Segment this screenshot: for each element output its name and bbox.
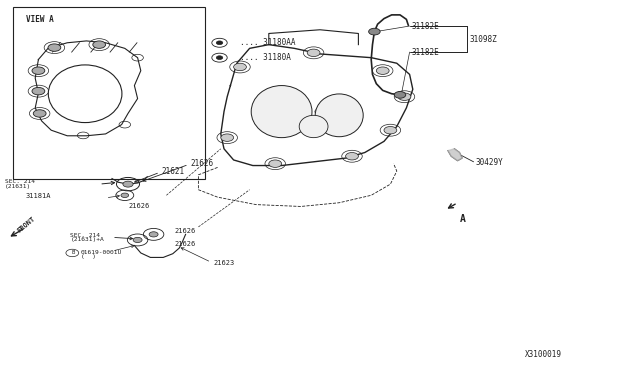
- Circle shape: [93, 41, 106, 48]
- Circle shape: [32, 67, 45, 74]
- Circle shape: [149, 232, 158, 237]
- Text: 31098Z: 31098Z: [469, 35, 497, 44]
- Text: 30429Y: 30429Y: [476, 158, 503, 167]
- Text: .... 31180AA: .... 31180AA: [240, 38, 296, 47]
- Circle shape: [394, 92, 406, 98]
- Text: 01619-0001U: 01619-0001U: [81, 250, 122, 255]
- Circle shape: [346, 153, 358, 160]
- Text: 21626: 21626: [191, 159, 214, 168]
- Circle shape: [32, 87, 45, 95]
- Circle shape: [216, 56, 223, 60]
- Text: .... 31180A: .... 31180A: [240, 53, 291, 62]
- Circle shape: [221, 134, 234, 141]
- Circle shape: [376, 67, 389, 74]
- Text: SEC. 214: SEC. 214: [70, 232, 100, 238]
- Text: X3100019: X3100019: [525, 350, 562, 359]
- Circle shape: [121, 193, 129, 198]
- Text: B: B: [72, 250, 76, 256]
- Text: VIEW A: VIEW A: [26, 15, 53, 24]
- Circle shape: [133, 237, 142, 243]
- Text: (21631): (21631): [5, 183, 31, 189]
- Circle shape: [384, 126, 397, 134]
- Text: 21626: 21626: [174, 228, 195, 234]
- Circle shape: [123, 181, 133, 187]
- Ellipse shape: [300, 115, 328, 138]
- Bar: [13, 7, 205, 179]
- Polygon shape: [448, 149, 462, 161]
- Ellipse shape: [252, 86, 312, 138]
- Circle shape: [398, 93, 411, 100]
- Text: SEC. 214: SEC. 214: [5, 179, 35, 184]
- Text: 21623: 21623: [213, 260, 234, 266]
- Circle shape: [216, 41, 223, 45]
- Text: 21626: 21626: [128, 203, 149, 209]
- Circle shape: [48, 44, 61, 51]
- Text: A: A: [460, 215, 465, 224]
- Text: 31181A: 31181A: [26, 193, 51, 199]
- Ellipse shape: [316, 94, 364, 137]
- Text: 21626: 21626: [174, 241, 195, 247]
- Circle shape: [307, 49, 320, 57]
- Circle shape: [234, 63, 246, 71]
- Text: (21631)+A: (21631)+A: [70, 237, 104, 243]
- Text: 21621: 21621: [161, 167, 184, 176]
- Circle shape: [33, 110, 46, 117]
- Circle shape: [269, 160, 282, 167]
- Text: FRONT: FRONT: [16, 216, 36, 234]
- Ellipse shape: [49, 65, 122, 123]
- Text: 31182E: 31182E: [412, 22, 439, 31]
- Text: (  ): ( ): [81, 254, 95, 259]
- Circle shape: [369, 28, 380, 35]
- Text: 31182E: 31182E: [412, 48, 439, 57]
